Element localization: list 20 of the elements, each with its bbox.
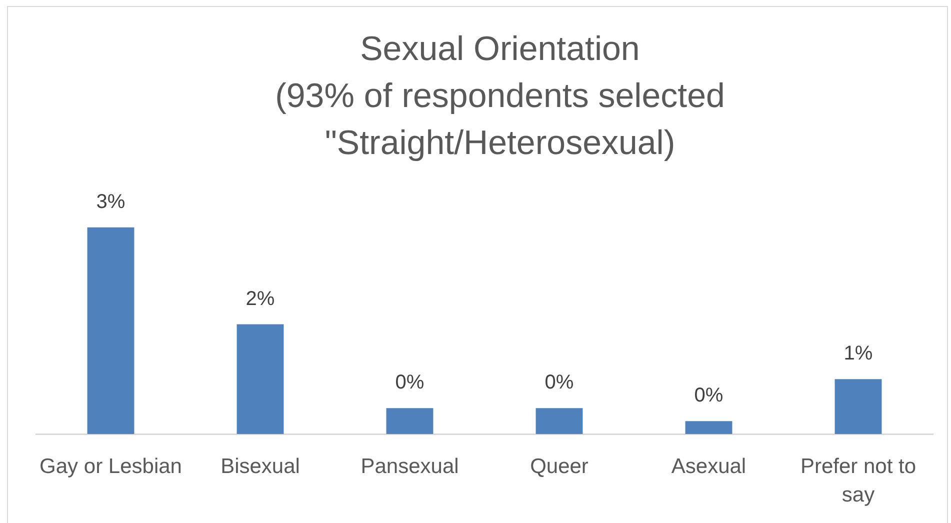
data-label: 0% — [694, 384, 724, 407]
chart-title: Sexual Orientation — [359, 29, 641, 70]
bar — [236, 324, 284, 434]
data-label: 1% — [844, 342, 873, 365]
data-label: 0% — [395, 372, 424, 394]
bar — [685, 421, 732, 434]
data-label: 3% — [96, 190, 126, 213]
x-tick-label: Prefer not to say — [800, 454, 916, 506]
bar — [386, 408, 434, 434]
bar — [536, 408, 583, 434]
x-tick-label: Queer — [530, 454, 588, 478]
data-label: 0% — [544, 372, 574, 394]
x-tick-label: Gay or Lesbian — [40, 454, 182, 478]
bar — [87, 227, 134, 434]
x-tick-label: Bisexual — [220, 454, 300, 478]
chart-subtitle: (93% of respondents selected "Straight/Heterosexual) — [274, 76, 726, 164]
data-label: 2% — [246, 288, 275, 310]
x-tick-label: Pansexual — [360, 454, 459, 478]
x-tick-label: Asexual — [671, 454, 746, 478]
bar — [834, 379, 882, 434]
